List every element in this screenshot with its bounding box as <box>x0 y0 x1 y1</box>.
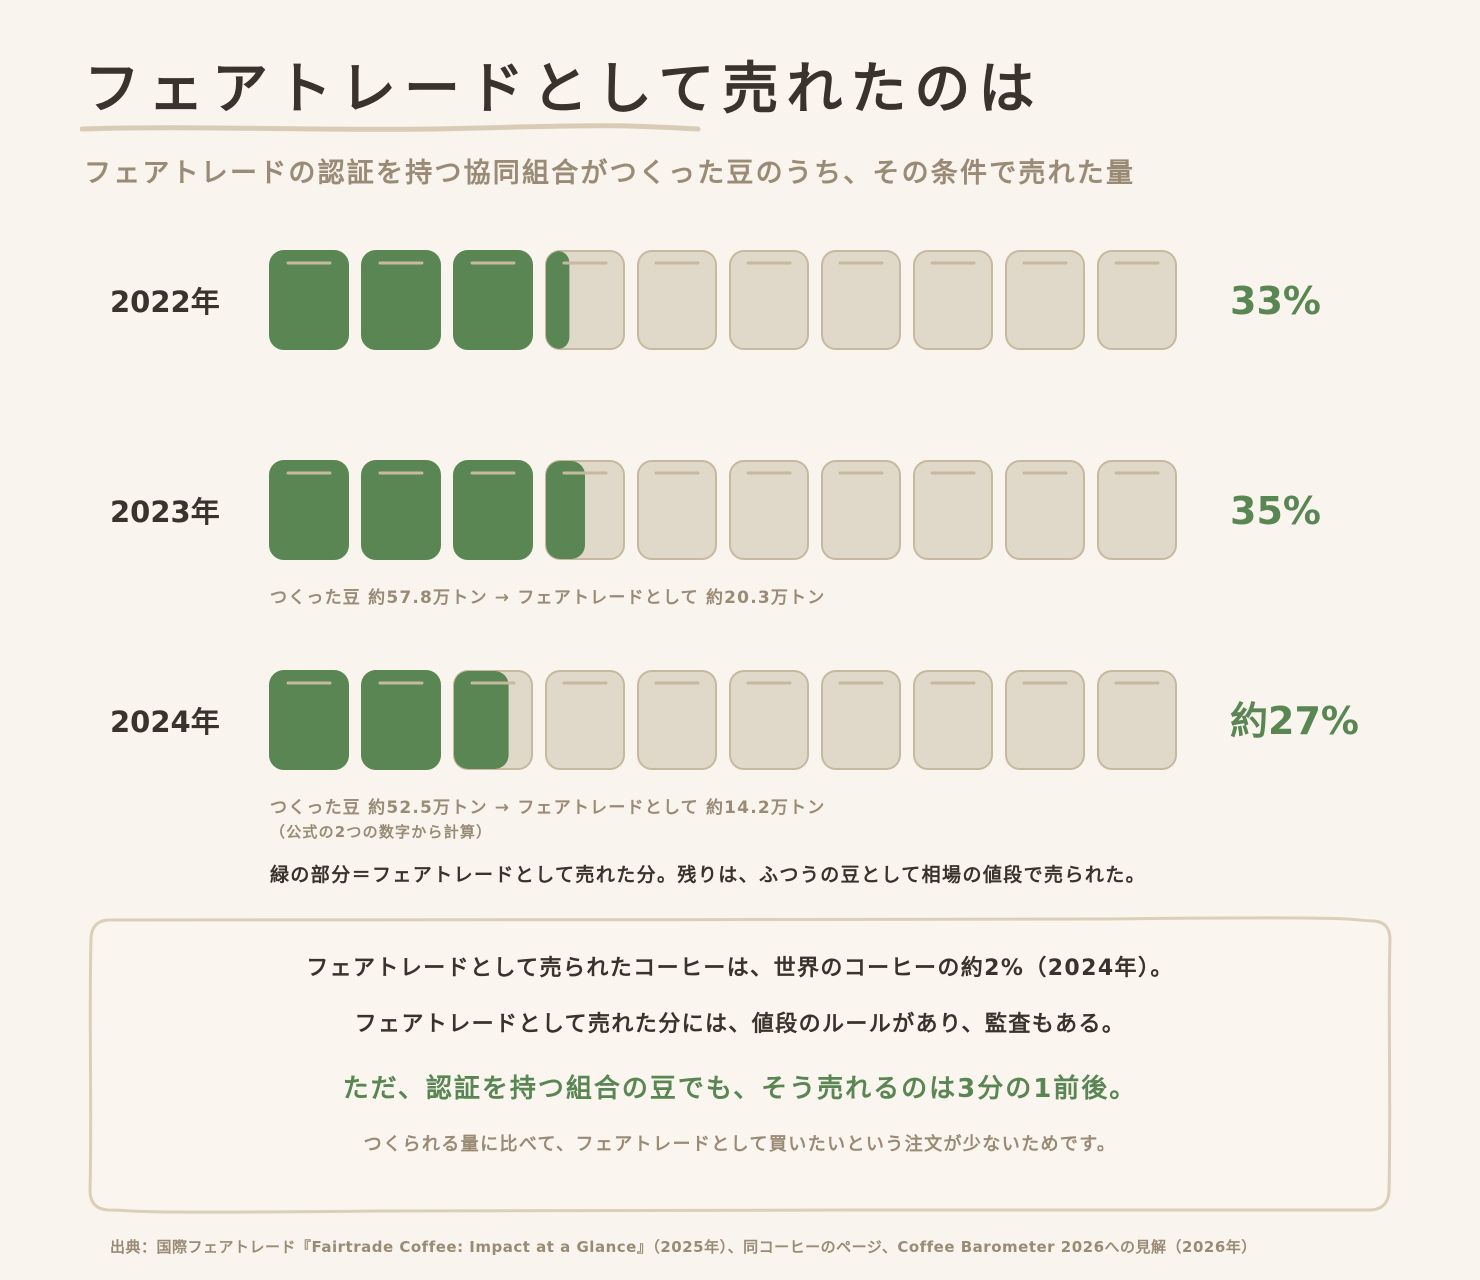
value-label-2023: 35% <box>1230 489 1321 533</box>
value-label-2024: 約27% <box>1230 699 1359 743</box>
coffee-bag-icon <box>1005 670 1085 770</box>
coffee-bag-icon <box>361 250 441 350</box>
bag-fill <box>454 671 509 769</box>
coffee-bag-icon <box>1005 460 1085 560</box>
bag-row-2023 <box>269 460 1177 560</box>
source-citation: 出典：国際フェアトレード『Fairtrade Coffee: Impact at… <box>110 1238 1257 1256</box>
bag-fill <box>546 461 585 559</box>
coffee-bag-icon <box>913 250 993 350</box>
bag-row-2024 <box>269 670 1177 770</box>
coffee-bag-icon <box>821 250 901 350</box>
summary-line-4: つくられる量に比べて、フェアトレードとして買いたいという注文が少ないためです。 <box>363 1134 1117 1155</box>
note-2024-sub: （公式の2つの数字から計算） <box>270 823 493 841</box>
coffee-bag-icon <box>729 670 809 770</box>
page-title: フェアトレードとして売れたのは <box>84 57 1043 122</box>
coffee-bag-icon <box>1097 250 1177 350</box>
title-underline <box>80 123 701 132</box>
year-label-2023: 2023年 <box>110 495 220 529</box>
coffee-bag-icon <box>269 460 349 560</box>
coffee-bag-icon <box>361 460 441 560</box>
coffee-bag-icon <box>545 460 625 560</box>
coffee-bag-icon <box>637 460 717 560</box>
coffee-bag-icon <box>545 670 625 770</box>
coffee-bag-icon <box>1097 460 1177 560</box>
coffee-bag-icon <box>637 670 717 770</box>
coffee-bag-icon <box>729 250 809 350</box>
coffee-bag-icon <box>637 250 717 350</box>
coffee-bag-icon <box>1005 250 1085 350</box>
legend-text: 緑の部分＝フェアトレードとして売れた分。残りは、ふつうの豆として相場の値段で売ら… <box>270 864 1147 886</box>
page-subtitle: フェアトレードの認証を持つ協同組合がつくった豆のうち、その条件で売れた量 <box>84 158 1136 189</box>
summary-line-1: フェアトレードとして売られたコーヒーは、世界のコーヒーの約2%（2024年）。 <box>306 956 1174 981</box>
summary-line-3: ただ、認証を持つ組合の豆でも、そう売れるのは3分の1前後。 <box>342 1074 1138 1104</box>
coffee-bag-icon <box>269 670 349 770</box>
note-2024: つくった豆 約52.5万トン → フェアトレードとして 約14.2万トン <box>270 798 826 818</box>
year-label-2022: 2022年 <box>110 285 220 319</box>
bag-row-2022 <box>269 250 1177 350</box>
coffee-bag-icon <box>453 250 533 350</box>
coffee-bag-icon <box>545 250 625 350</box>
value-label-2022: 33% <box>1230 279 1321 323</box>
year-label-2024: 2024年 <box>110 705 220 739</box>
coffee-bag-icon <box>269 250 349 350</box>
note-2023: つくった豆 約57.8万トン → フェアトレードとして 約20.3万トン <box>270 588 826 608</box>
bag-fill <box>546 251 570 349</box>
summary-box <box>88 916 1392 1214</box>
coffee-bag-icon <box>821 670 901 770</box>
coffee-bag-icon <box>913 460 993 560</box>
summary-line-2: フェアトレードとして売れた分には、値段のルールがあり、監査もある。 <box>354 1012 1126 1037</box>
coffee-bag-icon <box>453 670 533 770</box>
coffee-bag-icon <box>821 460 901 560</box>
coffee-bag-icon <box>453 460 533 560</box>
coffee-bag-icon <box>913 670 993 770</box>
coffee-bag-icon <box>1097 670 1177 770</box>
coffee-bag-icon <box>729 460 809 560</box>
coffee-bag-icon <box>361 670 441 770</box>
